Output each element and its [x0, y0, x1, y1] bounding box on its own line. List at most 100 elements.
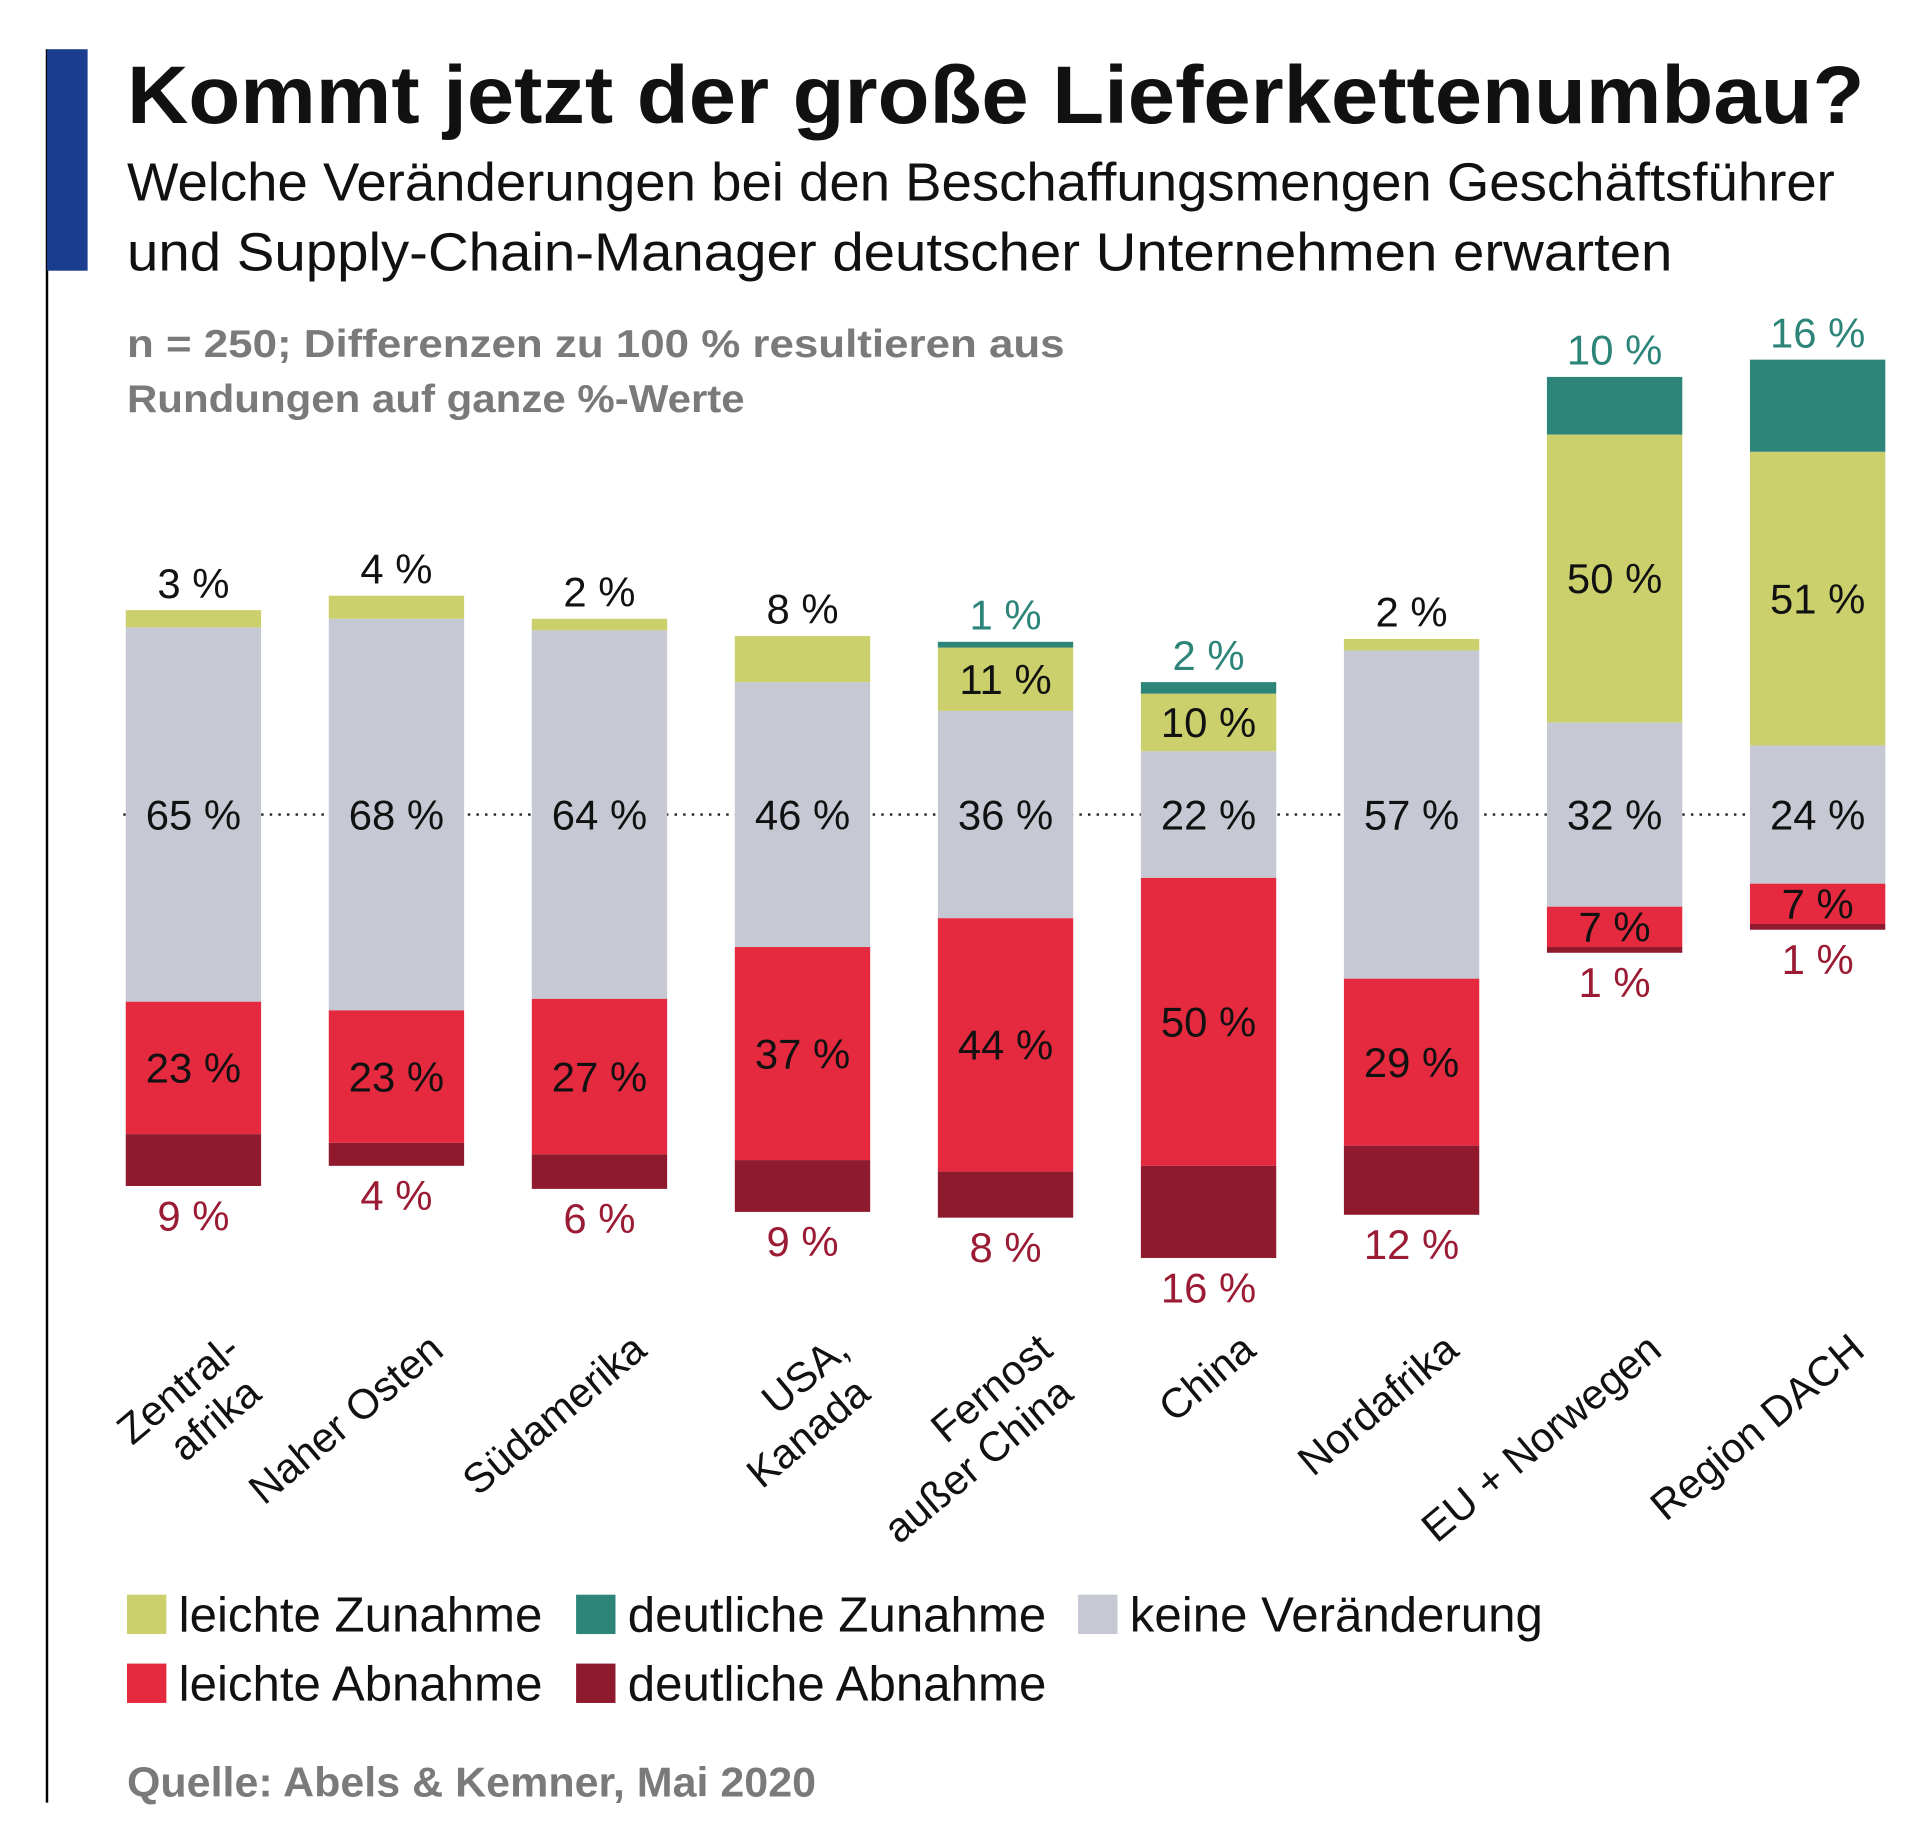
- bar-segment-leichte-zunahme: [328, 595, 465, 619]
- bar-segment-deutliche-abnahme: [937, 1171, 1074, 1218]
- category-label: China: [1150, 1324, 1264, 1431]
- data-label-leichte-abnahme: 37 %: [755, 1030, 850, 1077]
- data-label-leichte-zunahme: 8 %: [766, 586, 838, 633]
- data-label-leichte-abnahme: 27 %: [552, 1053, 647, 1100]
- bar-segment-leichte-zunahme: [1546, 434, 1683, 723]
- bar-segment-keine-veraenderung: [937, 710, 1074, 919]
- chart-note-line-1: n = 250; Differenzen zu 100 % resultiere…: [127, 322, 1065, 366]
- legend-swatch: [126, 1663, 167, 1703]
- category-label-line: China: [1150, 1324, 1264, 1431]
- bar-segment-deutliche-abnahme: [1140, 1165, 1277, 1258]
- data-label-leichte-zunahme: 4 %: [360, 545, 432, 592]
- bar-segment-leichte-zunahme: [1749, 451, 1886, 746]
- data-label-deutliche-abnahme: 6 %: [563, 1195, 635, 1242]
- bars: 65 % 3 % 23 % 9 % 68 % 4 % 23 % 4 % 64 % 2 % 27 % 6…: [125, 309, 1886, 1311]
- bar-segment-deutliche-zunahme: [937, 641, 1074, 648]
- bar-segment-leichte-zunahme: [1343, 638, 1480, 651]
- legend-label: keine Veränderung: [1130, 1588, 1543, 1643]
- data-label-leichte-zunahme: 3 %: [157, 560, 229, 607]
- bar-segment-leichte-abnahme: [734, 947, 871, 1161]
- bar-segment-deutliche-abnahme: [1343, 1145, 1480, 1215]
- data-label-deutliche-abnahme: 9 %: [766, 1218, 838, 1265]
- bar-segment-leichte-abnahme: [937, 918, 1074, 1172]
- data-label-leichte-zunahme: 50 %: [1567, 555, 1662, 602]
- data-label-leichte-abnahme: 44 %: [958, 1022, 1053, 1069]
- data-label-leichte-abnahme: 23 %: [349, 1053, 444, 1100]
- bar-segment-deutliche-zunahme: [1749, 359, 1886, 452]
- data-label-keine-veraenderung: 36 %: [958, 791, 1053, 838]
- legend-label: deutliche Abnahme: [628, 1656, 1047, 1711]
- data-label-keine-veraenderung: 32 %: [1567, 791, 1662, 838]
- bar-segment-leichte-abnahme: [1546, 906, 1683, 948]
- legend-swatch: [576, 1594, 616, 1635]
- bar-segment-leichte-abnahme: [328, 1010, 465, 1143]
- bar-segment-keine-veraenderung: [1343, 650, 1480, 979]
- bar-segment-leichte-abnahme: [531, 998, 668, 1155]
- legend-item-deutliche-abnahme: deutliche Abnahme: [576, 1656, 1046, 1711]
- category-label: Nordafrika: [1289, 1324, 1468, 1485]
- bar-segment-leichte-zunahme: [734, 636, 871, 683]
- category-label-line: Nordafrika: [1289, 1324, 1468, 1485]
- bar-segment-leichte-abnahme: [1749, 883, 1886, 924]
- bar-segment-keine-veraenderung: [1140, 751, 1277, 878]
- bar-segment-leichte-zunahme: [937, 647, 1074, 711]
- bar-segment-deutliche-abnahme: [125, 1134, 262, 1186]
- bar-segment-keine-veraenderung: [1749, 745, 1886, 884]
- data-label-leichte-abnahme: 29 %: [1364, 1039, 1459, 1086]
- bar-segment-leichte-abnahme: [1343, 978, 1480, 1146]
- bar-segment-deutliche-abnahme: [734, 1160, 871, 1212]
- bar-segment-keine-veraenderung: [328, 618, 465, 1011]
- data-label-deutliche-abnahme: 1 %: [1782, 936, 1854, 983]
- category-label: Südamerika: [453, 1324, 655, 1504]
- category-label: USA,Kanada: [737, 1324, 878, 1496]
- data-label-keine-veraenderung: 64 %: [552, 791, 647, 838]
- bar-segment-leichte-abnahme: [1140, 877, 1277, 1166]
- legend-item-deutliche-zunahme: deutliche Zunahme: [576, 1588, 1046, 1643]
- data-label-leichte-zunahme: 2 %: [563, 568, 635, 615]
- data-label-leichte-abnahme: 7 %: [1782, 881, 1854, 928]
- bar-segment-keine-veraenderung: [125, 627, 262, 1002]
- bar-segment-leichte-abnahme: [125, 1001, 262, 1135]
- data-label-deutliche-abnahme: 1 %: [1579, 959, 1651, 1006]
- chart-subtitle-line-2: und Supply-Chain-Manager deutscher Unter…: [127, 223, 1672, 283]
- category-label: Region DACH: [1641, 1324, 1872, 1529]
- bar-segment-deutliche-zunahme: [1140, 682, 1277, 694]
- data-label-leichte-abnahme: 50 %: [1161, 999, 1256, 1046]
- bar-segment-deutliche-abnahme: [531, 1154, 668, 1189]
- bar-segment-deutliche-abnahme: [1749, 923, 1886, 930]
- legend-label: leichte Abnahme: [179, 1656, 543, 1711]
- data-label-deutliche-zunahme: 2 %: [1173, 632, 1245, 679]
- legend-swatch: [1078, 1594, 1118, 1635]
- bar-segment-deutliche-zunahme: [1546, 376, 1683, 435]
- data-label-leichte-zunahme: 2 %: [1376, 589, 1448, 636]
- chart-subtitle-line-1: Welche Veränderungen bei den Beschaffung…: [127, 153, 1835, 213]
- category-label: Naher Osten: [240, 1324, 452, 1512]
- category-label-line: Region DACH: [1641, 1324, 1872, 1529]
- data-label-keine-veraenderung: 22 %: [1161, 791, 1256, 838]
- data-label-leichte-abnahme: 23 %: [146, 1045, 241, 1092]
- legend-label: deutliche Zunahme: [628, 1588, 1046, 1643]
- legend-swatch: [576, 1663, 616, 1703]
- category-label-line: Südamerika: [453, 1324, 655, 1504]
- legend-item-leichte-zunahme: leichte Zunahme: [126, 1588, 542, 1643]
- data-label-keine-veraenderung: 46 %: [755, 791, 850, 838]
- data-label-deutliche-abnahme: 8 %: [969, 1224, 1041, 1271]
- legend-item-keine-veraenderung: keine Veränderung: [1078, 1588, 1543, 1643]
- bar-segment-leichte-zunahme: [531, 618, 668, 631]
- data-label-deutliche-abnahme: 9 %: [157, 1192, 229, 1239]
- bar-segment-keine-veraenderung: [1546, 722, 1683, 907]
- bar-segment-deutliche-abnahme: [328, 1142, 465, 1166]
- data-label-keine-veraenderung: 68 %: [349, 791, 444, 838]
- data-label-deutliche-abnahme: 12 %: [1364, 1221, 1459, 1268]
- data-label-leichte-zunahme: 10 %: [1161, 699, 1256, 746]
- data-label-deutliche-zunahme: 16 %: [1770, 309, 1865, 356]
- data-label-leichte-zunahme: 51 %: [1770, 575, 1865, 622]
- bar-segment-leichte-zunahme: [1140, 693, 1277, 752]
- bar-segment-deutliche-abnahme: [1546, 947, 1683, 953]
- data-label-leichte-zunahme: 11 %: [959, 656, 1051, 703]
- bar-segment-keine-veraenderung: [734, 682, 871, 948]
- data-label-deutliche-abnahme: 4 %: [360, 1172, 432, 1219]
